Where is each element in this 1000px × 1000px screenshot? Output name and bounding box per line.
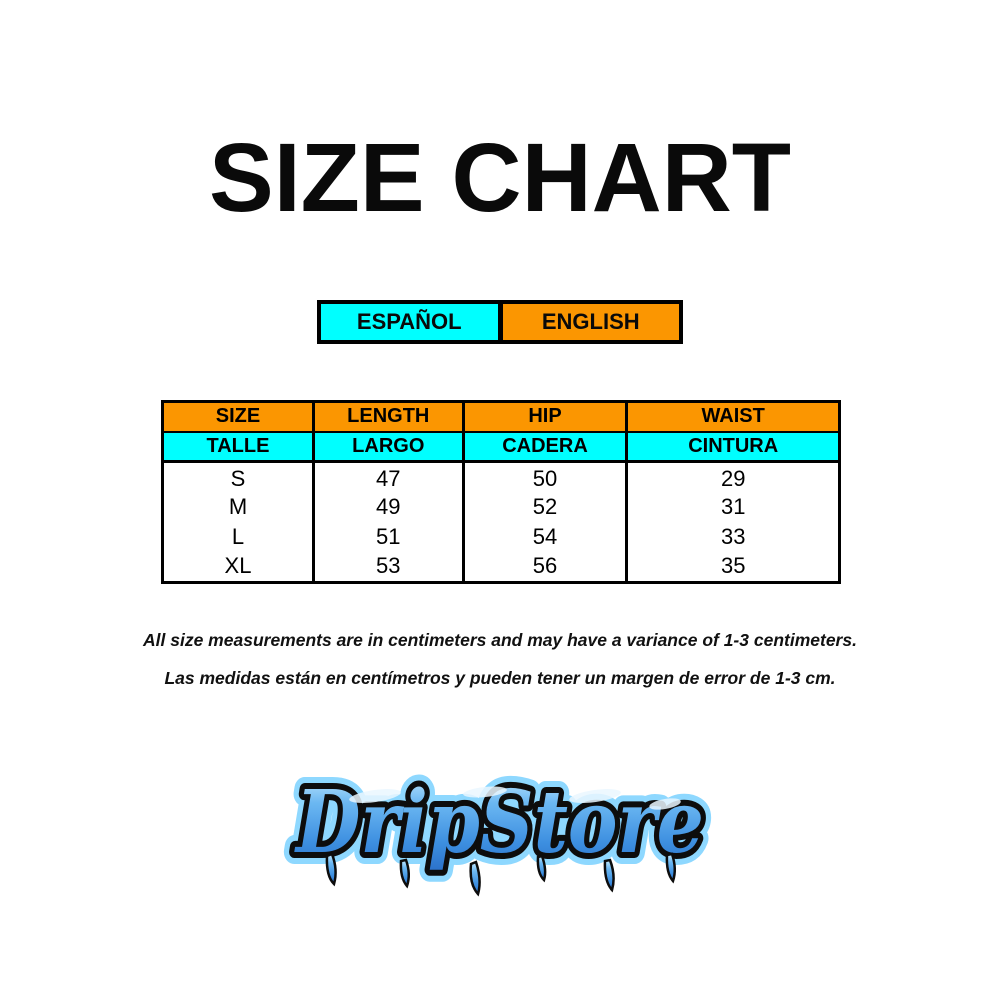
header-cell-largo: LARGO [311,431,464,463]
logo-drips [325,852,676,897]
cell-length: 49 [311,492,464,522]
cell-hip: 50 [461,461,627,492]
table-header-spanish: TALLE LARGO CADERA CINTURA [162,431,840,463]
cell-hip: 52 [461,492,627,522]
cell-size: S [230,466,246,491]
header-cell-waist: WAIST [625,401,840,433]
header-cell-cadera: CADERA [461,431,627,463]
cell-hip: 54 [461,522,627,552]
size-table: SIZE LENGTH HIP WAIST TALLE LARGO CADERA… [161,400,841,584]
cell-length: 51 [311,522,464,552]
table-row: XL 53 56 35 [163,552,840,582]
cell-size: L [231,524,245,549]
header-cell-talle: TALLE [162,431,314,463]
cell-waist: 29 [625,461,840,492]
disclaimer-spanish: Las medidas están en centímetros y puede… [164,668,836,688]
cell-hip: 56 [461,552,627,582]
header-cell-length: LENGTH [311,401,464,433]
table-header-english: SIZE LENGTH HIP WAIST [162,401,840,433]
header-cell-hip: HIP [461,401,627,433]
logo-highlights [349,786,681,810]
cell-waist: 33 [625,522,840,552]
language-toggle: ESPAÑOL ENGLISH [317,300,683,344]
table-row: M 49 52 31 [163,492,840,522]
page-title: SIZE CHART [209,123,791,232]
cell-size: XL [224,553,252,579]
dripstore-logo: DripStore DripStore DripStore [281,760,716,897]
cell-length: 53 [311,552,464,582]
header-cell-size: SIZE [162,401,314,433]
header-cell-cintura: CINTURA [625,431,840,463]
logo-text-outline: DripStore [293,772,704,873]
cell-waist: 35 [625,552,840,582]
tab-espanol[interactable]: ESPAÑOL [321,304,498,340]
cell-length: 47 [311,461,464,492]
cell-waist: 31 [625,492,840,522]
disclaimer-english: All size measurements are in centimeters… [143,630,857,650]
cell-size: M [228,494,248,519]
tab-english[interactable]: ENGLISH [502,304,679,340]
table-row: S 47 50 29 [163,461,840,492]
table-row: L 51 54 33 [163,522,840,552]
